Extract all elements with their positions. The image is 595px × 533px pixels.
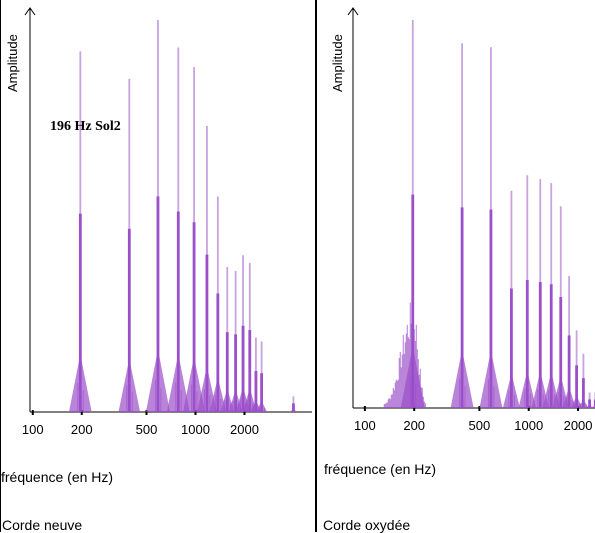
harmonic-peak [562,276,576,408]
x-tick-label: 200 [403,418,425,433]
spectrum-plot-corde-oxydee: 100 200 500 1000 2000 [347,7,595,433]
y-axis-label: Amplitude [5,34,20,92]
x-tick-label: 100 [22,422,44,437]
left-border [0,0,1,532]
harmonic-peak [256,341,268,412]
chart-panel-corde-neuve: 100 200 500 1000 2000 Amplitude 196 Hz Sol2 … [1,7,312,533]
chart-panel-corde-oxydee: 100 200 500 1000 2000 Amplitude fréquence (e… [316,0,595,533]
x-tick-label: 500 [136,422,158,437]
harmonic-peak [571,330,583,408]
x-tick-label: 200 [71,422,93,437]
harmonic-peak [518,175,537,408]
x-tick-label: 1000 [514,418,543,433]
x-tick-label: 500 [469,418,491,433]
harmonic-peak [531,179,549,408]
harmonic-peak [289,396,298,412]
harmonic-peak [209,196,227,412]
y-axis-label: Amplitude [330,34,345,92]
harmonic-peak [197,125,217,412]
harmonic-peak [235,255,251,412]
x-tick-label: 100 [354,418,376,433]
x-axis-label: fréquence (en Hz) [1,469,114,485]
x-tick-label: 2000 [564,418,593,433]
y-axis-arrow [347,7,359,16]
harmonic-peak [590,392,595,408]
panel-divider [315,0,317,532]
harmonic-peak [183,67,206,412]
harmonic-peak [552,206,569,408]
x-tick-label: 1000 [181,422,210,437]
harmonic-peak [479,47,503,408]
spectrum-plot-corde-neuve: 100 200 500 1000 2000 [22,7,312,437]
harmonic-peak [502,190,520,408]
peak-annotation: 196 Hz Sol2 [50,119,121,134]
y-axis-arrow [24,7,36,16]
harmonic-peak [166,47,190,412]
harmonic-peak [68,51,92,413]
x-tick-label: 2000 [230,422,259,437]
harmonic-peak [118,78,141,413]
harmonic-peak [578,353,589,408]
harmonic-peak [145,20,170,412]
harmonic-peak [450,43,474,408]
chart-caption: Corde neuve [2,517,83,533]
harmonic-peak [228,270,243,412]
harmonic-peak [542,182,560,408]
chart-caption: Corde oxydée [323,517,411,533]
fundamental-spread [383,302,426,408]
harmonic-peak [220,266,235,412]
x-axis-label: fréquence (en Hz) [324,461,437,477]
